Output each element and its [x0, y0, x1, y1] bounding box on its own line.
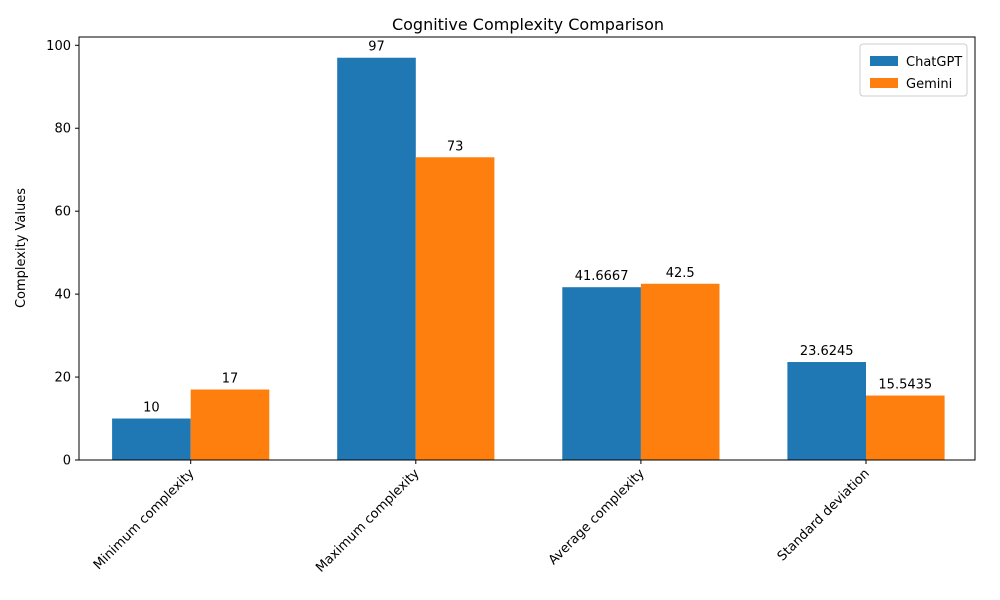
y-tick-label: 40 [54, 288, 71, 303]
data-label: 17 [222, 372, 239, 387]
y-tick-label: 80 [54, 122, 71, 137]
data-labels-group: 10 97 41.6667 23.6245 17 73 42.5 15.5435 [143, 40, 932, 416]
bar-gemini-2 [640, 283, 720, 460]
bar-chatgpt-3 [787, 362, 866, 460]
legend-label-gemini: Gemini [906, 77, 952, 92]
legend-swatch-gemini [870, 78, 898, 88]
legend: ChatGPT Gemini [859, 43, 968, 97]
bar-gemini-3 [866, 395, 945, 460]
bar-chatgpt-2 [562, 287, 641, 460]
data-label: 15.5435 [878, 378, 932, 393]
data-label: 73 [447, 139, 464, 154]
bar-gemini-1 [415, 157, 495, 460]
data-label: 10 [143, 401, 160, 416]
y-axis-title: Complexity Values [14, 188, 29, 308]
x-axis: Minimum complexity Maximum complexity Aver… [91, 460, 873, 576]
y-tick-label: 100 [46, 39, 71, 54]
x-tick-label: Minimum complexity [91, 466, 198, 573]
y-tick-label: 60 [54, 205, 71, 220]
data-label: 97 [368, 40, 385, 55]
y-tick-label: 0 [63, 454, 71, 469]
bar-chatgpt-1 [337, 57, 416, 461]
chart-title: Cognitive Complexity Comparison [392, 15, 664, 34]
x-tick-label: Maximum complexity [313, 466, 423, 576]
y-tick-label: 20 [54, 371, 71, 386]
data-label: 41.6667 [575, 269, 629, 284]
bar-chatgpt-0 [112, 418, 191, 460]
bars-group [112, 57, 945, 461]
x-tick-label: Average complexity [546, 466, 648, 568]
y-axis: 0 20 40 60 80 100 [46, 39, 79, 469]
legend-swatch-chatgpt [870, 56, 898, 66]
bar-gemini-0 [190, 389, 270, 460]
data-label: 42.5 [666, 266, 695, 281]
legend-label-chatgpt: ChatGPT [906, 55, 962, 70]
x-tick-label: Standard deviation [775, 466, 873, 564]
data-label: 23.6245 [800, 344, 854, 359]
plot-frame [78, 36, 976, 461]
